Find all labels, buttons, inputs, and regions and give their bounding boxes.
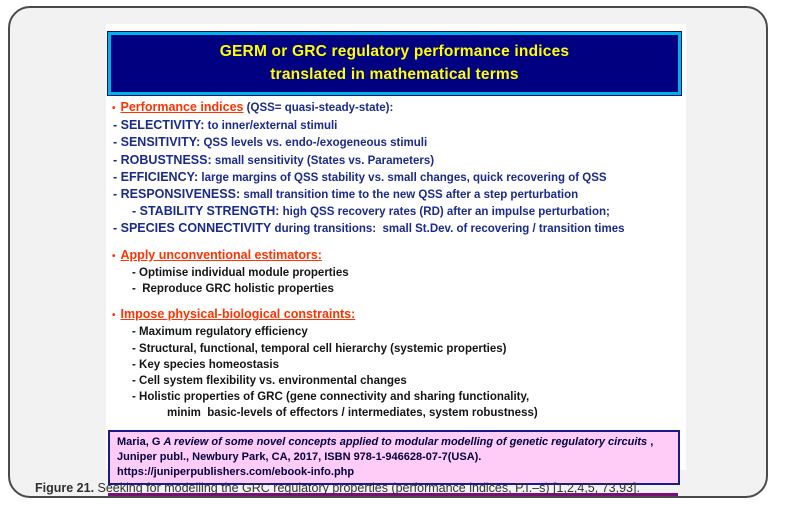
text-segment: - SELECTIVITY: xyxy=(113,118,205,133)
figure-caption-label: Figure 21. xyxy=(35,481,95,495)
text-segment: high QSS recovery rates (RD) after an im… xyxy=(279,206,610,219)
bullet-icon: • xyxy=(112,310,116,322)
text-segment: - Holistic properties of GRC (gene conne… xyxy=(132,391,530,404)
figure-frame: GERM or GRC regulatory performance indic… xyxy=(8,6,768,498)
text-segment: Apply unconventional estimators: xyxy=(120,247,322,262)
text-segment: - Cell system flexibility vs. environmen… xyxy=(132,375,407,388)
text-segment: , Juniper publ., Newbury Park, CA, 2017,… xyxy=(117,435,657,478)
bullet-icon: • xyxy=(112,250,116,262)
content-line: - EFFICIENCY: large margins of QSS stabi… xyxy=(109,169,684,186)
reference-box-1: Maria, G A review of some novel concepts… xyxy=(108,429,680,485)
content-line: - Maximum regulatory efficiency xyxy=(109,324,684,340)
text-segment: - Reproduce GRC holistic properties xyxy=(132,283,334,296)
content-line: - ROBUSTNESS: small sensitivity (States … xyxy=(109,152,684,169)
text-segment: Maria, G xyxy=(117,435,164,448)
slide-panel: GERM or GRC regulatory performance indic… xyxy=(106,24,686,496)
text-segment: - SENSITIVITY: xyxy=(113,135,201,150)
slide-title-line-2: translated in mathematical terms xyxy=(270,66,519,83)
text-segment: - EFFICIENCY: xyxy=(113,169,199,184)
content-line: - STABILITY STRENGTH: high QSS recovery … xyxy=(109,203,684,220)
text-segment: large margins of QSS stability vs. small… xyxy=(198,171,607,184)
text-segment: small transition time to the new QSS aft… xyxy=(240,189,579,202)
figure-caption-text: Seeking for modelling the GRC regulatory… xyxy=(94,481,640,495)
figure-caption: Figure 21. Seeking for modelling the GRC… xyxy=(35,480,640,496)
text-segment: (QSS= quasi-steady-state): xyxy=(243,102,394,114)
text-segment: - Structural, functional, temporal cell … xyxy=(132,342,507,355)
content-line: - SELECTIVITY: to inner/external stimuli xyxy=(109,117,684,134)
text-segment: - ROBUSTNESS: xyxy=(113,152,212,167)
content-line: - RESPONSIVENESS: small transition time … xyxy=(109,186,684,203)
text-segment: Performance indices xyxy=(120,100,244,114)
text-segment: - Maximum regulatory efficiency xyxy=(132,326,308,339)
text-segment: - Key species homeostasis xyxy=(132,358,280,371)
content-line: - Key species homeostasis xyxy=(109,357,684,373)
slide-title-box: GERM or GRC regulatory performance indic… xyxy=(107,31,682,96)
text-segment: to inner/external stimuli xyxy=(204,120,338,133)
text-segment: - Optimise individual module properties xyxy=(132,266,349,279)
slide-title-line-1: GERM or GRC regulatory performance indic… xyxy=(219,43,570,60)
content-line: - Holistic properties of GRC (gene conne… xyxy=(109,389,684,405)
content-line: minim basic-levels of effectors / interm… xyxy=(109,405,684,421)
bullet-icon: • xyxy=(112,103,116,114)
slide-content: • Performance indices (QSS= quasi-steady-… xyxy=(106,95,686,422)
text-segment: - RESPONSIVENESS: xyxy=(113,187,241,202)
reference-box-2: - Maria, G. Chem. Biochem. Eng. Q. 19, 2… xyxy=(108,492,678,496)
section-header-line: • Performance indices (QSS= quasi-steady-… xyxy=(109,99,684,117)
text-segment: during transitions: small St.Dev. of rec… xyxy=(271,223,625,236)
text-segment: minim basic-levels of effectors / interm… xyxy=(167,407,538,420)
text-segment: A review of some novel concepts applied … xyxy=(163,435,648,448)
text-segment: - STABILITY STRENGTH: xyxy=(132,204,280,219)
content-line: - SPECIES CONNECTIVITY during transition… xyxy=(109,220,684,237)
text-segment: - SPECIES CONNECTIVITY xyxy=(113,221,272,236)
text-segment: small sensitivity (States vs. Parameters… xyxy=(211,154,435,167)
content-line: - Structural, functional, temporal cell … xyxy=(109,341,684,357)
content-line: - Cell system flexibility vs. environmen… xyxy=(109,373,684,389)
section-header-line: • Apply unconventional estimators: xyxy=(109,247,684,265)
text-segment: QSS levels vs. endo-/exogeneous stimuli xyxy=(200,137,428,150)
section-header-line: • Impose physical-biological constraints: xyxy=(109,306,684,324)
content-line: - SENSITIVITY: QSS levels vs. endo-/exog… xyxy=(109,134,684,151)
content-line: - Reproduce GRC holistic properties xyxy=(109,281,684,297)
text-segment: Impose physical-biological constraints: xyxy=(120,307,356,322)
content-line: - Optimise individual module properties xyxy=(109,265,684,281)
